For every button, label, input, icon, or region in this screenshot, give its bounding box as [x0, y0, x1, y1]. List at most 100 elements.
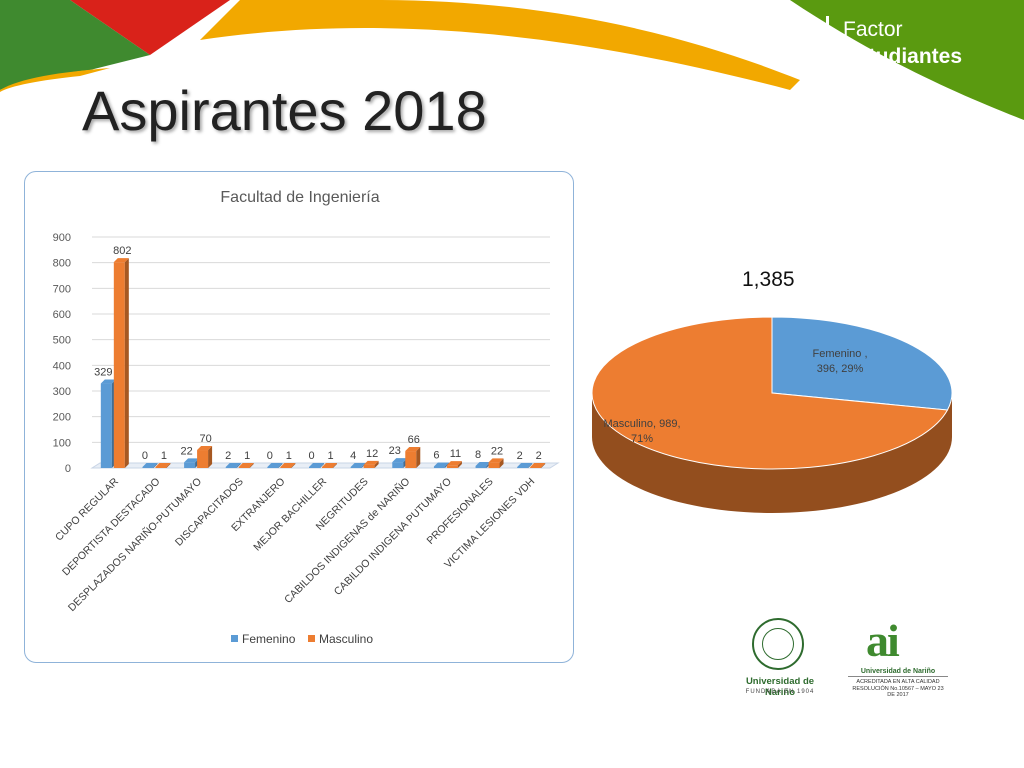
- bar-top: [392, 458, 408, 463]
- bar-femenino: [267, 463, 283, 468]
- pie-slice-femenino: [771, 316, 953, 411]
- bar-side: [457, 461, 462, 468]
- bar-femenino: [225, 463, 241, 468]
- data-label: 22: [491, 445, 503, 457]
- bar-masculino: [238, 463, 254, 468]
- data-label: 11: [450, 448, 461, 460]
- brand-line2: Estudiantes: [843, 45, 963, 68]
- bar-front: [405, 451, 417, 468]
- bar-femenino: [100, 379, 116, 468]
- data-label: 23: [389, 445, 401, 457]
- bar-front: [100, 383, 112, 468]
- data-label: 12: [366, 448, 378, 460]
- bar-top: [322, 463, 337, 467]
- bar-top: [155, 463, 171, 467]
- pie-total: 1,385: [742, 268, 795, 291]
- bar-side: [249, 463, 254, 468]
- bar-front: [433, 466, 445, 468]
- bar-side: [416, 447, 421, 468]
- bar-top: [363, 460, 379, 465]
- pie-label-line2: 396, 29%: [817, 363, 864, 375]
- data-label: 6: [433, 449, 439, 461]
- bar-side: [320, 463, 324, 468]
- bar-front: [184, 462, 196, 468]
- bar-top: [350, 462, 366, 467]
- bar-side: [541, 463, 546, 468]
- y-tick-label: 800: [53, 258, 71, 270]
- legend-label: Masculino: [319, 632, 373, 646]
- bar-front: [475, 465, 487, 468]
- bar-femenino: [142, 463, 158, 468]
- ai-logo-university: Universidad de Nariño: [860, 668, 936, 675]
- pie-label-line2: 71%: [631, 433, 653, 445]
- bar-side: [528, 463, 533, 468]
- y-tick-label: 200: [53, 412, 71, 424]
- y-tick-label: 900: [53, 232, 71, 244]
- data-label: 1: [161, 450, 167, 462]
- bar-top: [142, 463, 158, 467]
- bar-chart: Facultad de Ingeniería010020030040050060…: [53, 189, 560, 646]
- bar-side: [236, 463, 241, 468]
- bar-front: [446, 465, 458, 468]
- bar-side: [374, 460, 379, 468]
- bar-top: [405, 447, 421, 452]
- bar-top: [113, 258, 129, 263]
- data-label: 4: [350, 450, 356, 462]
- data-label: 70: [199, 433, 211, 445]
- bar-side: [278, 463, 283, 468]
- bar-side: [153, 463, 158, 468]
- data-label: 1: [244, 450, 250, 462]
- banner-green-shape: [790, 0, 1024, 120]
- bar-front: [392, 462, 404, 468]
- data-label: 1: [327, 450, 333, 462]
- pie-label-line1: Masculino, 989,: [603, 418, 680, 430]
- bar-front: [113, 262, 125, 468]
- bar-front: [142, 467, 154, 468]
- bar-side: [166, 463, 171, 468]
- bar-side: [291, 463, 296, 468]
- pie-side-wall: [592, 393, 952, 513]
- pie-slice-masculino: [591, 316, 949, 470]
- bar-front: [488, 462, 500, 468]
- data-label: 22: [180, 445, 192, 457]
- bar-front: [238, 467, 250, 468]
- bar-front: [363, 464, 375, 468]
- bar-front: [225, 467, 237, 468]
- legend-swatch: [231, 635, 238, 642]
- brand-logo: Factor Estudiantes: [826, 16, 962, 78]
- universidad-narino-logo: Universidad de Nariño FUNDADA EN 1904: [730, 618, 830, 706]
- bar-top: [488, 458, 504, 463]
- y-tick-label: 0: [65, 463, 71, 475]
- banner-red-shape: [70, 0, 230, 55]
- banner-yellow-shape: [200, 0, 800, 90]
- y-tick-label: 400: [53, 360, 71, 372]
- data-label: 8: [475, 449, 481, 461]
- data-label: 66: [408, 434, 420, 446]
- bar-front: [530, 467, 542, 468]
- un-logo-sub: FUNDADA EN 1904: [745, 689, 815, 695]
- bar-masculino: [197, 446, 213, 468]
- data-label: 2: [225, 450, 231, 462]
- data-label: 1: [286, 450, 292, 462]
- bar-front: [155, 467, 167, 468]
- bar-top: [433, 462, 449, 467]
- bar-front: [309, 467, 320, 468]
- ai-mark: ai: [866, 615, 900, 666]
- y-tick-label: 700: [53, 283, 71, 295]
- bar-masculino: [488, 458, 504, 468]
- bar-top: [280, 463, 296, 467]
- bar-top: [238, 463, 254, 467]
- bar-masculino: [322, 463, 337, 468]
- bar-top: [309, 463, 324, 467]
- bar-side: [208, 446, 213, 468]
- bar-masculino: [446, 461, 462, 468]
- bar-masculino: [113, 258, 129, 468]
- bar-front: [197, 450, 209, 468]
- bar-masculino: [155, 463, 171, 468]
- bar-front: [517, 467, 529, 468]
- data-label: 2: [517, 450, 523, 462]
- legend-label: Femenino: [242, 632, 296, 646]
- bar-masculino: [530, 463, 546, 468]
- bar-side: [499, 458, 504, 468]
- header-banner: [0, 0, 1024, 120]
